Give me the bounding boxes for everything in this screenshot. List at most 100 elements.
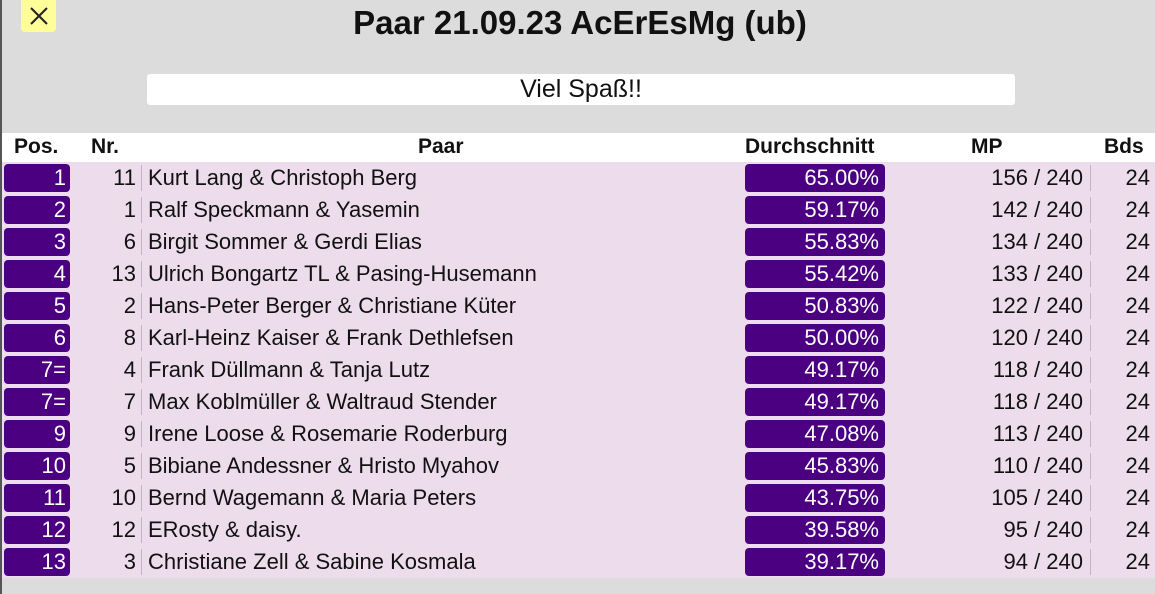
pair-number: 1 bbox=[123, 197, 136, 222]
column-divider bbox=[141, 357, 142, 383]
pair-names: Birgit Sommer & Gerdi Elias bbox=[148, 229, 422, 254]
matchpoints: 122 / 240 bbox=[991, 293, 1083, 318]
table-row[interactable]: 4 13 Ulrich Bongartz TL & Pasing-Husemann 5… bbox=[2, 258, 1155, 290]
table-row[interactable]: 7= 7 Max Koblmüller & Waltraud Stender 49.1… bbox=[2, 386, 1155, 418]
average-badge: 39.17% bbox=[745, 548, 885, 576]
position-badge: 1 bbox=[4, 164, 70, 192]
pair-names: Frank Düllmann & Tanja Lutz bbox=[148, 357, 431, 382]
average-badge: 49.17% bbox=[745, 388, 885, 416]
boards-count: 24 bbox=[1125, 549, 1150, 574]
matchpoints: 105 / 240 bbox=[991, 485, 1083, 510]
column-divider bbox=[1090, 229, 1091, 255]
message-box: Viel Spaß!! bbox=[147, 74, 1015, 105]
matchpoints: 120 / 240 bbox=[991, 325, 1083, 350]
column-divider bbox=[141, 549, 142, 575]
position-badge: 9 bbox=[4, 420, 70, 448]
average-badge: 55.83% bbox=[745, 228, 885, 256]
average-badge: 55.42% bbox=[745, 260, 885, 288]
pair-names: Max Koblmüller & Waltraud Stender bbox=[148, 389, 497, 414]
boards-count: 24 bbox=[1125, 261, 1150, 286]
matchpoints: 118 / 240 bbox=[992, 389, 1083, 414]
column-divider bbox=[1090, 549, 1091, 575]
average-badge: 65.00% bbox=[745, 164, 885, 192]
table-row[interactable]: 9 9 Irene Loose & Rosemarie Roderburg 47.08… bbox=[2, 418, 1155, 450]
table-row[interactable]: 7= 4 Frank Düllmann & Tanja Lutz 49.17% 118 … bbox=[2, 354, 1155, 386]
boards-count: 24 bbox=[1125, 325, 1150, 350]
average-badge: 43.75% bbox=[745, 484, 885, 512]
column-divider bbox=[141, 293, 142, 319]
boards-count: 24 bbox=[1125, 421, 1150, 446]
position-badge: 4 bbox=[4, 260, 70, 288]
pair-number: 4 bbox=[123, 357, 136, 382]
column-divider bbox=[1090, 293, 1091, 319]
pair-number: 12 bbox=[111, 517, 136, 542]
boards-count: 24 bbox=[1125, 165, 1150, 190]
table-row[interactable]: 1 11 Kurt Lang & Christoph Berg 65.00% 156 /… bbox=[2, 162, 1155, 194]
pair-number: 2 bbox=[123, 293, 136, 318]
pair-names: Bibiane Andessner & Hristo Myahov bbox=[148, 453, 499, 478]
column-divider bbox=[141, 389, 142, 415]
column-divider bbox=[1090, 197, 1091, 223]
table-header: Pos. Nr. Paar Durchschnitt MP Bds bbox=[2, 133, 1155, 162]
boards-count: 24 bbox=[1125, 229, 1150, 254]
pair-names: Karl-Heinz Kaiser & Frank Dethlefsen bbox=[148, 325, 514, 350]
matchpoints: 94 / 240 bbox=[1003, 549, 1083, 574]
pair-number: 8 bbox=[123, 325, 136, 350]
pair-names: Ulrich Bongartz TL & Pasing-Husemann bbox=[148, 261, 537, 286]
column-divider bbox=[1090, 453, 1091, 479]
pair-number: 7 bbox=[123, 389, 136, 414]
boards-count: 24 bbox=[1125, 517, 1150, 542]
column-divider bbox=[141, 325, 142, 351]
column-divider bbox=[1090, 325, 1091, 351]
table-row[interactable]: 5 2 Hans-Peter Berger & Christiane Küter 50… bbox=[2, 290, 1155, 322]
table-row[interactable]: 13 3 Christiane Zell & Sabine Kosmala 39.17… bbox=[2, 546, 1155, 578]
average-badge: 47.08% bbox=[745, 420, 885, 448]
pair-names: ERosty & daisy. bbox=[148, 517, 302, 542]
matchpoints: 95 / 240 bbox=[1003, 517, 1083, 542]
matchpoints: 110 / 240 bbox=[992, 453, 1083, 478]
table-row[interactable]: 12 12 ERosty & daisy. 39.58% 95 / 240 24 bbox=[2, 514, 1155, 546]
matchpoints: 118 / 240 bbox=[992, 357, 1083, 382]
pair-number: 6 bbox=[123, 229, 136, 254]
close-icon bbox=[29, 7, 48, 25]
column-divider bbox=[1090, 421, 1091, 447]
matchpoints: 133 / 240 bbox=[991, 261, 1083, 286]
window-edge bbox=[0, 0, 2, 594]
column-divider bbox=[1090, 517, 1091, 543]
matchpoints: 156 / 240 bbox=[991, 165, 1083, 190]
position-badge: 5 bbox=[4, 292, 70, 320]
header-paar: Paar bbox=[418, 135, 464, 158]
table-row[interactable]: 2 1 Ralf Speckmann & Yasemin 59.17% 142 / 24… bbox=[2, 194, 1155, 226]
header-mp: MP bbox=[971, 135, 1003, 158]
header-nr: Nr. bbox=[91, 135, 120, 158]
pair-names: Hans-Peter Berger & Christiane Küter bbox=[148, 293, 517, 318]
table-row[interactable]: 11 10 Bernd Wagemann & Maria Peters 43.75% 1… bbox=[2, 482, 1155, 514]
position-badge: 11 bbox=[4, 484, 70, 512]
boards-count: 24 bbox=[1125, 357, 1150, 382]
average-badge: 50.83% bbox=[745, 292, 885, 320]
column-divider bbox=[141, 165, 142, 191]
table-row[interactable]: 10 5 Bibiane Andessner & Hristo Myahov 45.8… bbox=[2, 450, 1155, 482]
column-divider bbox=[141, 261, 142, 287]
position-badge: 7= bbox=[4, 356, 70, 384]
table-row[interactable]: 6 8 Karl-Heinz Kaiser & Frank Dethlefsen 50… bbox=[2, 322, 1155, 354]
position-badge: 10 bbox=[4, 452, 70, 480]
matchpoints: 134 / 240 bbox=[991, 229, 1083, 254]
column-divider bbox=[141, 229, 142, 255]
column-divider bbox=[141, 485, 142, 511]
column-divider bbox=[141, 453, 142, 479]
boards-count: 24 bbox=[1125, 197, 1150, 222]
column-divider bbox=[1090, 485, 1091, 511]
close-button[interactable] bbox=[21, 0, 56, 32]
pair-number: 10 bbox=[111, 485, 136, 510]
header-durchschnitt: Durchschnitt bbox=[745, 135, 875, 158]
average-badge: 39.58% bbox=[745, 516, 885, 544]
position-badge: 7= bbox=[4, 388, 70, 416]
boards-count: 24 bbox=[1125, 453, 1150, 478]
position-badge: 6 bbox=[4, 324, 70, 352]
boards-count: 24 bbox=[1125, 485, 1150, 510]
pair-number: 3 bbox=[123, 549, 136, 574]
table-row[interactable]: 3 6 Birgit Sommer & Gerdi Elias 55.83% 134 /… bbox=[2, 226, 1155, 258]
column-divider bbox=[141, 197, 142, 223]
pair-number: 13 bbox=[111, 261, 136, 286]
